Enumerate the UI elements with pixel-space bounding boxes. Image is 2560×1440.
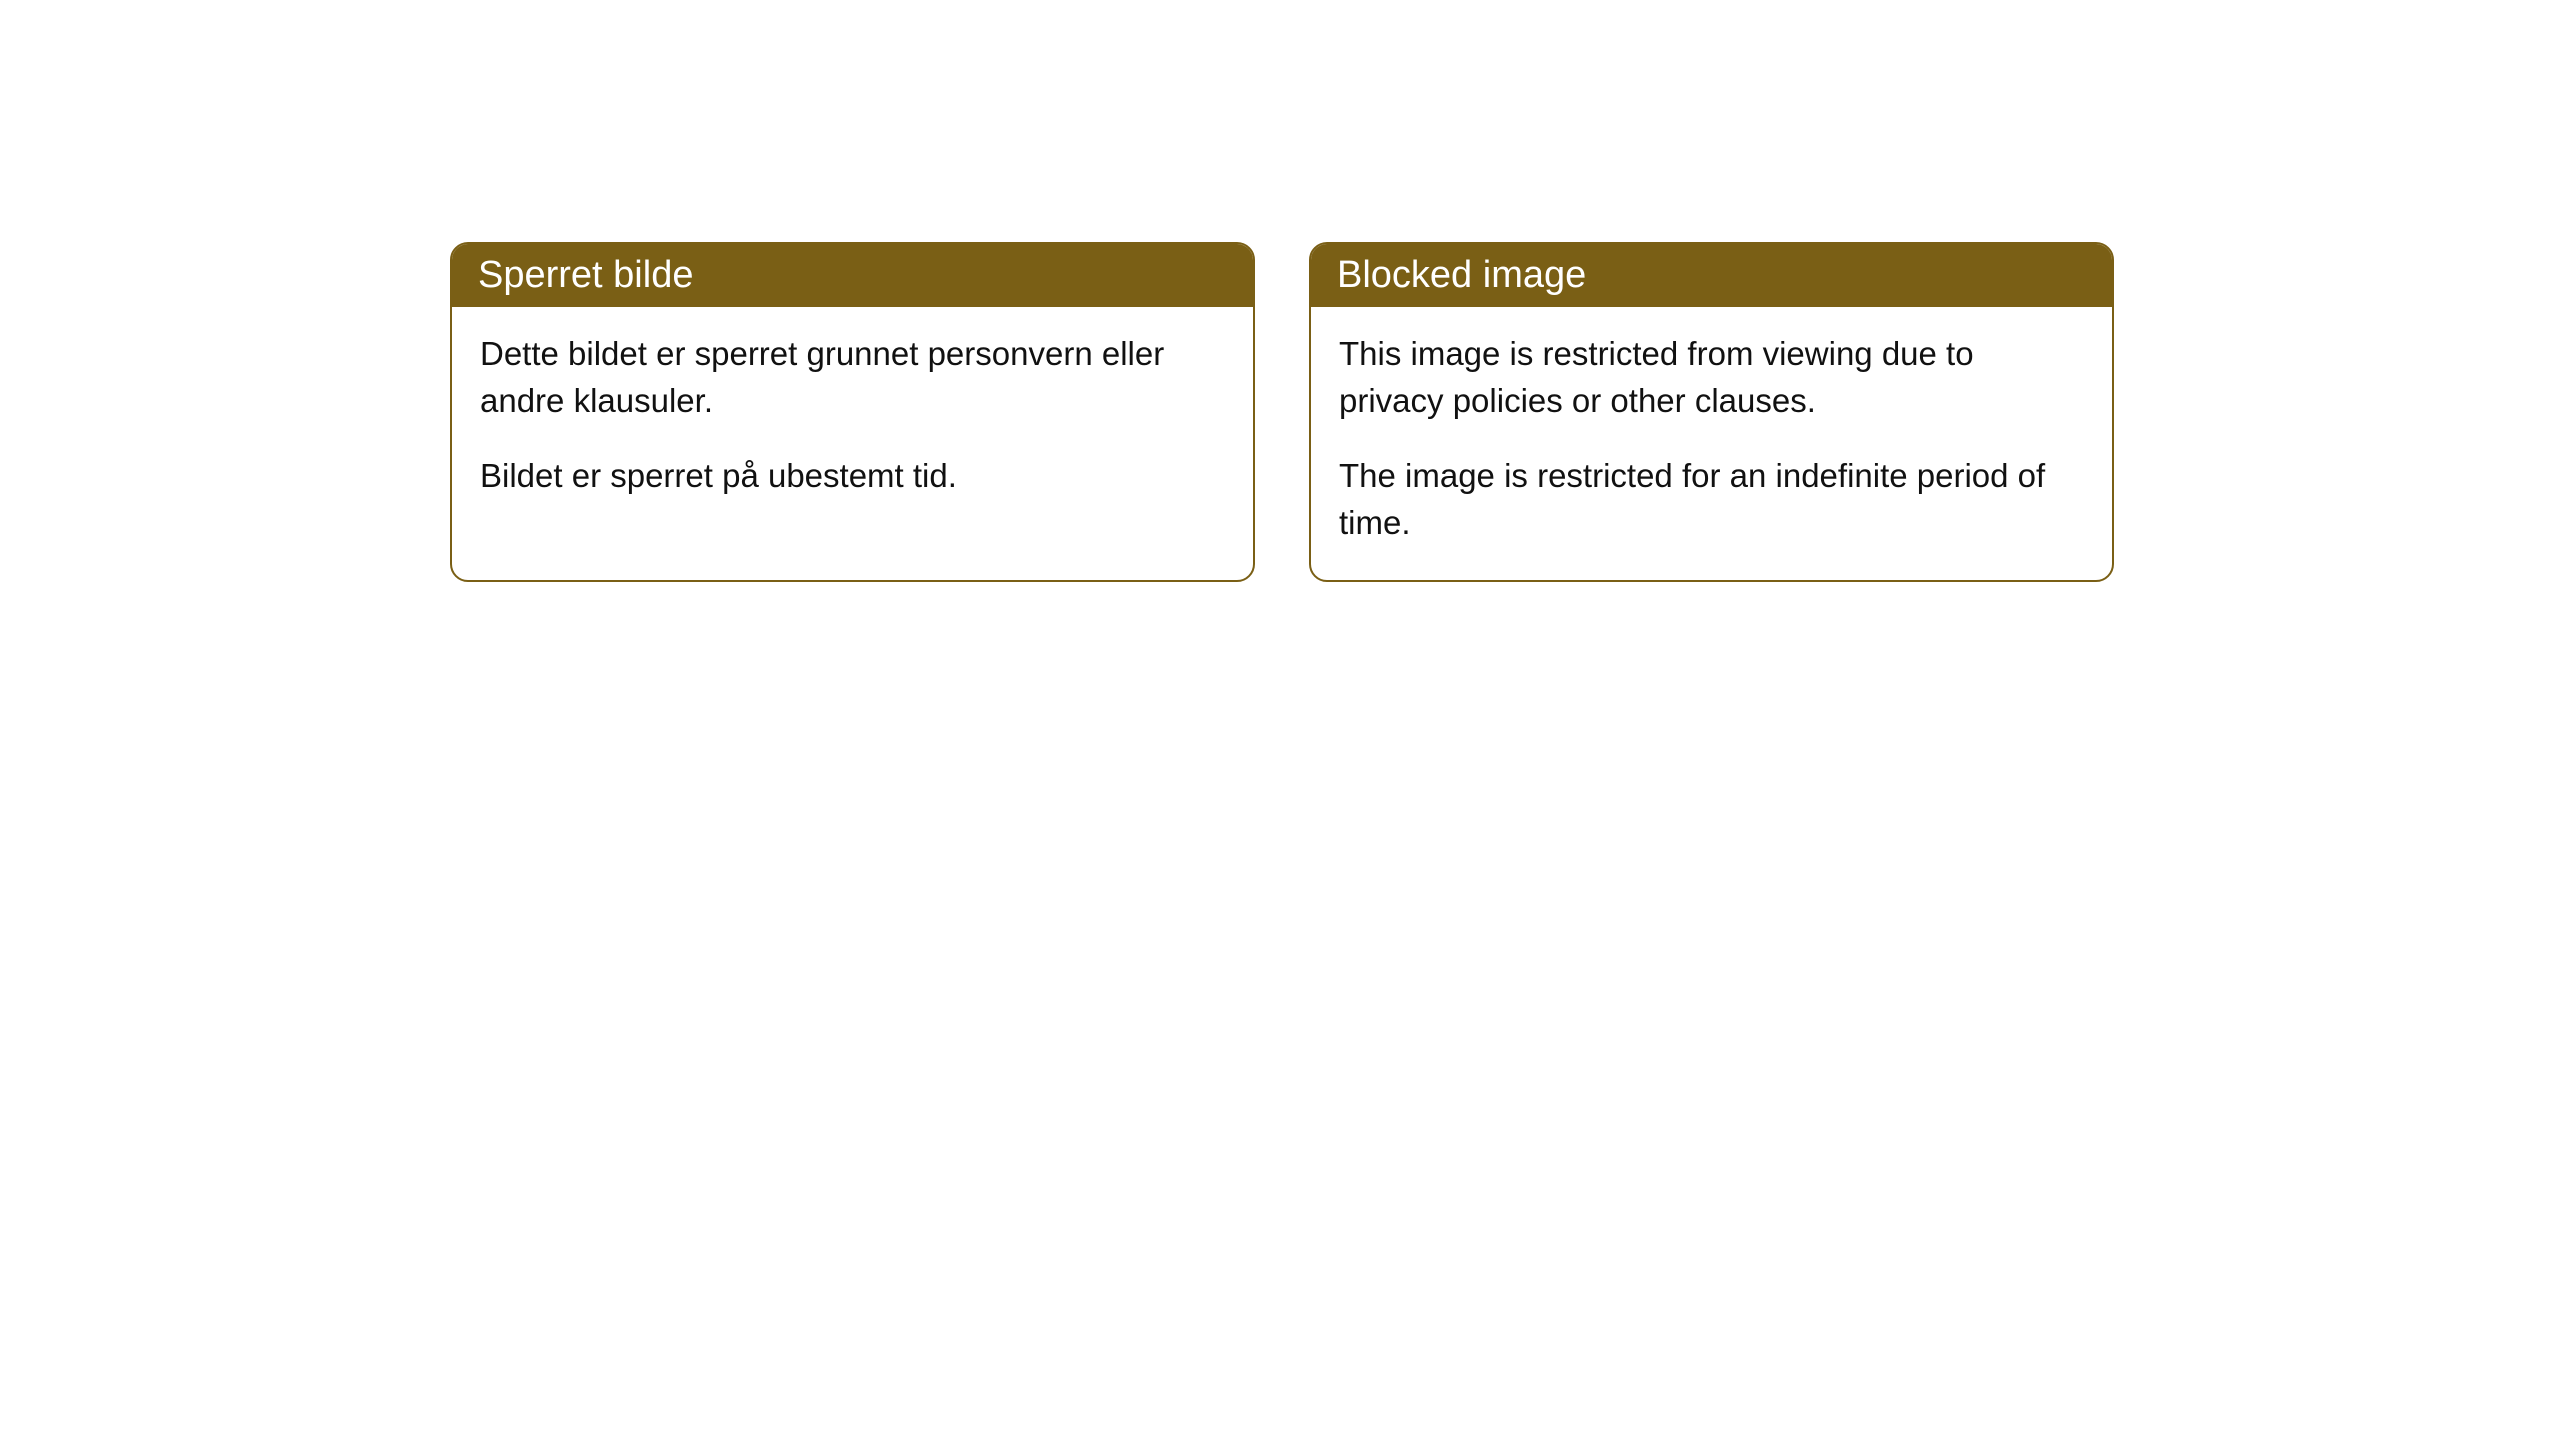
notice-cards-container: Sperret bilde Dette bildet er sperret gr… bbox=[450, 242, 2114, 582]
card-text-no-2: Bildet er sperret på ubestemt tid. bbox=[480, 453, 1225, 500]
card-text-en-2: The image is restricted for an indefinit… bbox=[1339, 453, 2084, 547]
card-header-en: Blocked image bbox=[1311, 244, 2112, 307]
card-body-no: Dette bildet er sperret grunnet personve… bbox=[452, 307, 1253, 534]
card-text-no-1: Dette bildet er sperret grunnet personve… bbox=[480, 331, 1225, 425]
blocked-image-card-en: Blocked image This image is restricted f… bbox=[1309, 242, 2114, 582]
blocked-image-card-no: Sperret bilde Dette bildet er sperret gr… bbox=[450, 242, 1255, 582]
card-text-en-1: This image is restricted from viewing du… bbox=[1339, 331, 2084, 425]
card-header-no: Sperret bilde bbox=[452, 244, 1253, 307]
card-body-en: This image is restricted from viewing du… bbox=[1311, 307, 2112, 580]
